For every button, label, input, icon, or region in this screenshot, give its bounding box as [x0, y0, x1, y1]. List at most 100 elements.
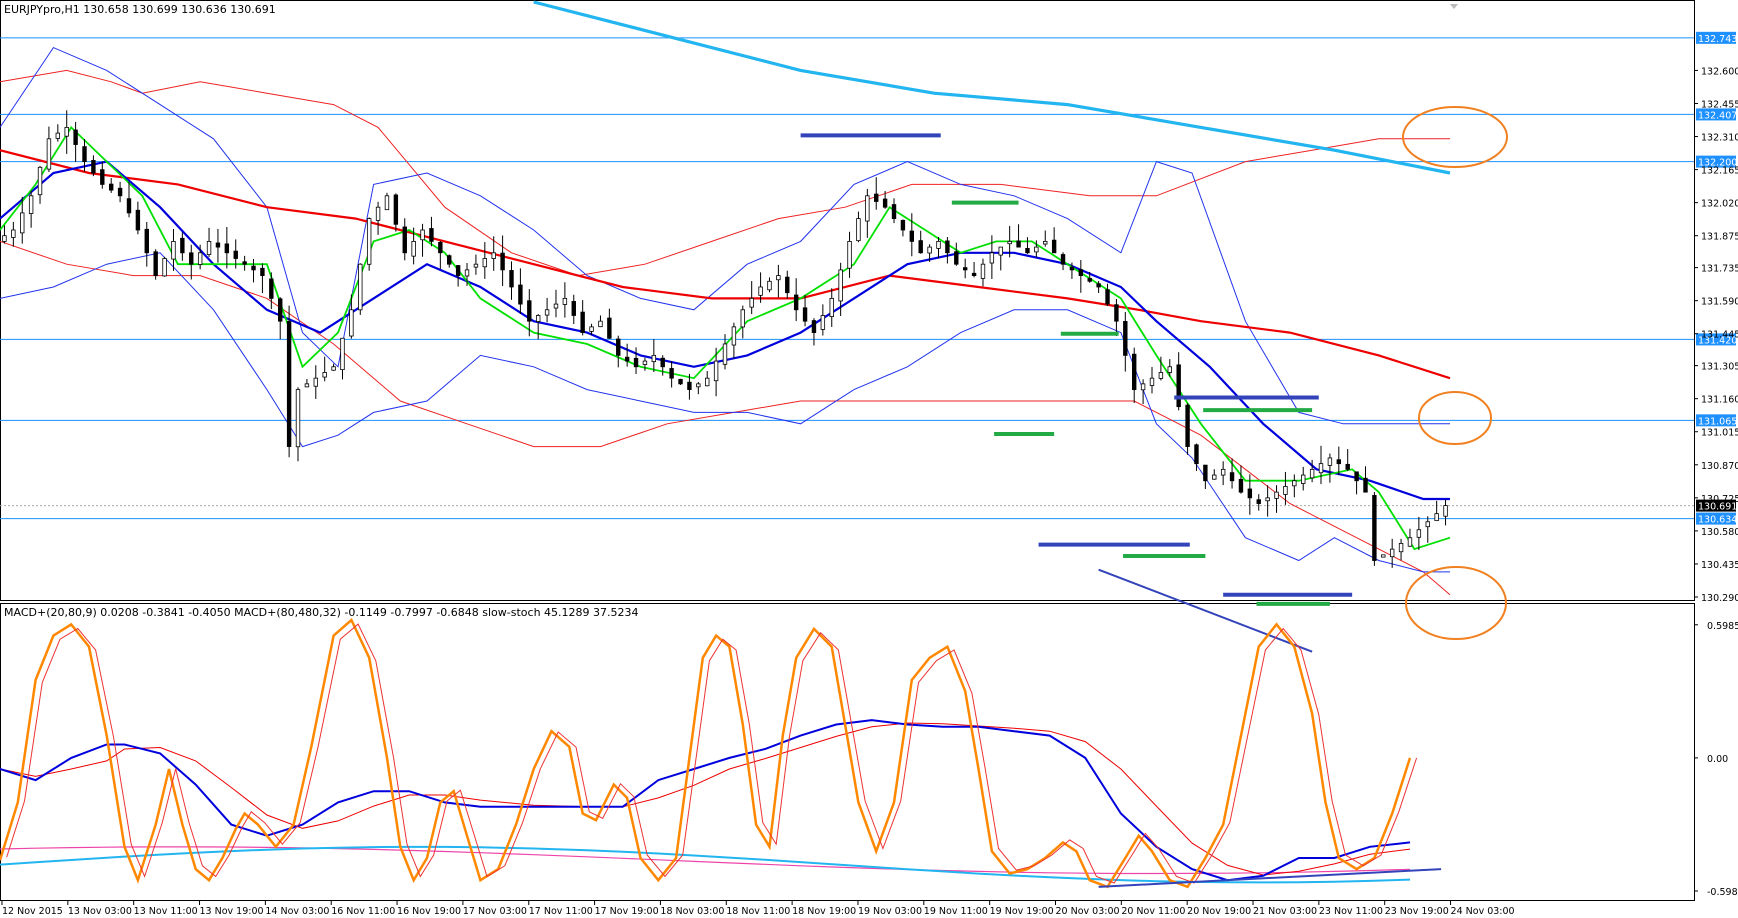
candle-body — [1194, 444, 1199, 465]
candle-body — [1363, 477, 1368, 493]
price-level-box — [1696, 108, 1736, 121]
indicator-panel-frame — [0, 603, 1695, 901]
candle-body — [607, 317, 612, 339]
candle-body — [687, 381, 692, 390]
candle-body — [126, 198, 132, 214]
price-tick-label: 131.015 — [1701, 428, 1738, 439]
candle-body — [1229, 472, 1235, 482]
candle-body — [553, 303, 559, 309]
candle-body — [500, 252, 505, 271]
candle-body — [2, 235, 7, 242]
price-level-box — [1696, 512, 1736, 525]
candle-body — [1309, 468, 1315, 479]
chart-shift-marker[interactable] — [1450, 4, 1458, 9]
candle-body — [455, 265, 461, 276]
candle-body — [980, 263, 986, 279]
time-tick-label: 18 Nov 11:00 — [726, 906, 790, 917]
price-tick-label: 130.290 — [1701, 593, 1738, 604]
candle-body — [616, 338, 621, 356]
candle-body — [37, 166, 43, 196]
candle-body — [802, 307, 808, 322]
candle-body — [571, 301, 576, 316]
price-tick-label: 132.020 — [1701, 199, 1738, 210]
candle-body — [171, 240, 176, 260]
macd-fast-signal-line — [0, 722, 1411, 876]
candle-body — [55, 132, 61, 139]
price-tick-label: 132.165 — [1701, 166, 1738, 177]
price-level-lines — [0, 37, 1694, 520]
indicator-axis: 0.5985 0.00 -0.5985 — [1694, 621, 1738, 898]
candle-body — [295, 389, 301, 448]
candle-body — [1185, 404, 1190, 447]
time-axis: 12 Nov 2015 13 Nov 03:00 13 Nov 11:00 13 No… — [1, 900, 1515, 917]
candle-body — [1283, 486, 1288, 495]
candle-body — [713, 360, 719, 382]
candle-body — [464, 269, 470, 277]
candle-body — [696, 383, 701, 388]
time-tick-label: 16 Nov 11:00 — [331, 906, 395, 917]
candle-body — [1025, 247, 1030, 254]
price-level-label: 132.743 — [1698, 34, 1737, 45]
candle-body — [242, 261, 247, 265]
price-level-label: 132.200 — [1698, 158, 1737, 169]
candle-body — [856, 218, 861, 242]
time-tick-label: 20 Nov 03:00 — [1055, 906, 1119, 917]
support-resistance-marks — [800, 133, 1353, 653]
candle-body — [1034, 246, 1039, 253]
candle-body — [1425, 521, 1430, 528]
indicator-trend-line — [1098, 868, 1442, 888]
candle-body — [260, 267, 265, 276]
candle-body — [518, 284, 523, 305]
price-level-label: 132.407 — [1698, 110, 1737, 121]
time-tick-label: 17 Nov 19:00 — [595, 906, 659, 917]
candle-body — [1105, 289, 1110, 305]
candle-body — [1043, 240, 1048, 245]
symbol-header: EURJPYpro,H1 130.658 130.699 130.636 130… — [4, 3, 276, 16]
candle-body — [1123, 321, 1128, 356]
price-tick-label: 131.445 — [1701, 330, 1738, 341]
envelope-upper-line — [0, 69, 1450, 277]
time-tick-label: 12 Nov 2015 — [2, 906, 63, 917]
highlight-ellipse — [1405, 566, 1507, 640]
candle-body — [1327, 457, 1333, 466]
candle-body — [1016, 240, 1021, 248]
candle-body — [633, 357, 639, 368]
price-tick-label: 131.160 — [1701, 395, 1738, 406]
price-level-label: 131.065 — [1698, 416, 1737, 427]
price-tick-label: 130.725 — [1701, 494, 1738, 505]
candle-body — [411, 240, 416, 257]
candle-body — [1140, 383, 1146, 391]
candle-body — [1372, 495, 1377, 561]
candle-body — [971, 272, 977, 276]
candle-body — [64, 127, 69, 137]
candle-body — [1407, 537, 1413, 547]
candle-body — [1256, 499, 1261, 504]
candle-body — [678, 378, 683, 385]
candle-body — [909, 230, 915, 242]
bollinger-upper-line — [0, 46, 1450, 425]
candle-body — [393, 194, 399, 225]
candle-body — [313, 377, 318, 387]
candle-body — [1336, 459, 1342, 465]
candle-body — [642, 360, 648, 365]
candle-body — [1212, 474, 1217, 480]
candle-body — [705, 377, 710, 387]
time-tick-label: 17 Nov 03:00 — [463, 906, 527, 917]
candle-body — [189, 252, 194, 265]
candle-body — [233, 250, 238, 259]
candle-body — [820, 315, 826, 330]
candle-body — [793, 294, 799, 311]
candle-body — [954, 251, 959, 265]
candle-body — [349, 309, 354, 337]
indicator-tick-label: -0.5985 — [1707, 887, 1738, 898]
candle-body — [340, 337, 345, 371]
ema-fast-line — [0, 125, 1451, 551]
candle-body — [162, 258, 167, 277]
candle-body — [322, 372, 327, 378]
price-tick-label: 131.735 — [1701, 264, 1738, 275]
price-level-label: 131.420 — [1698, 335, 1737, 346]
candle-body — [962, 267, 968, 271]
price-tick-label: 131.305 — [1701, 362, 1738, 373]
